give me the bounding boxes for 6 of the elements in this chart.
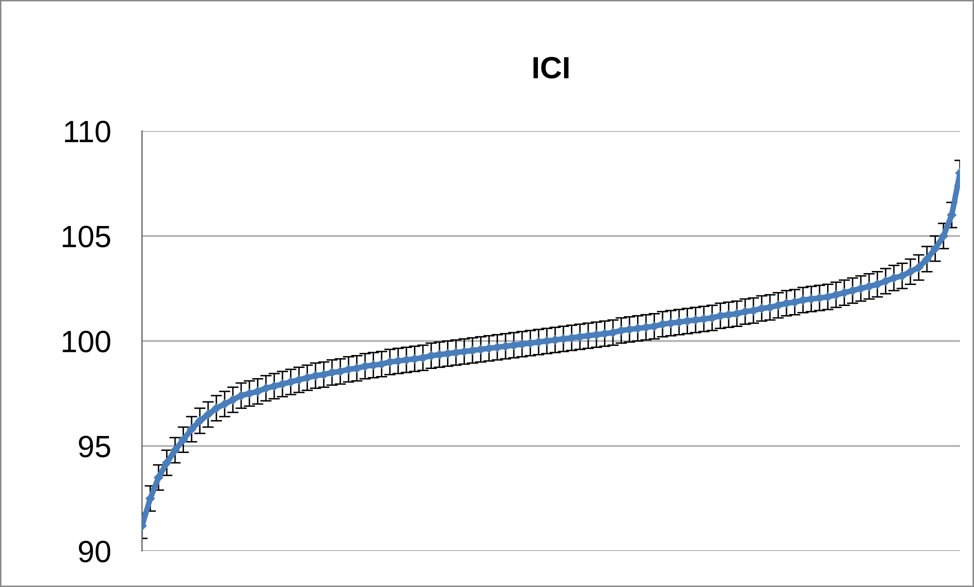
y-tick-label: 105 [62,226,110,248]
y-tick-label: 95 [78,436,110,458]
y-tick-label: 90 [78,540,110,562]
chart-title: ICI [534,56,568,79]
y-tick-label: 110 [65,120,110,142]
y-tick-label: 100 [62,330,110,352]
